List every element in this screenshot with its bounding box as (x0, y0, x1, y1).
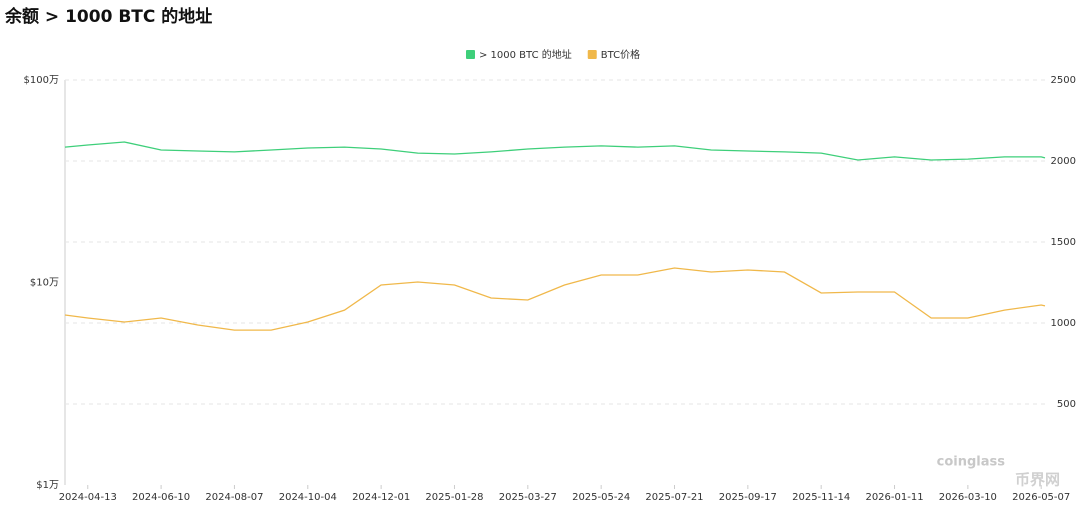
x-tick-label: 2024-06-10 (132, 492, 190, 503)
watermark: coinglass (937, 455, 1006, 470)
series-line (64, 267, 1046, 331)
x-tick-label: 2026-01-11 (865, 492, 923, 503)
x-tick-label: 2025-09-17 (719, 492, 777, 503)
x-tick-label: 2025-03-27 (499, 492, 557, 503)
legend-swatch (466, 50, 475, 59)
y2-tick-label: 2500 (1051, 75, 1076, 86)
x-tick-label: 2024-08-07 (205, 492, 263, 503)
x-tick-label: 2025-11-14 (792, 492, 850, 503)
x-tick-label: 2025-01-28 (425, 492, 483, 503)
y2-tick-label: 1000 (1051, 318, 1076, 329)
y-tick-label: $100万 (24, 75, 59, 86)
y2-tick-label: 2000 (1051, 156, 1076, 167)
watermark: 币界网 (1015, 471, 1060, 489)
x-tick-label: 2024-04-13 (59, 492, 117, 503)
x-tick-label: 2025-07-21 (645, 492, 703, 503)
x-tick-label: 2026-03-10 (939, 492, 997, 503)
y-tick-label: $10万 (30, 278, 59, 289)
legend-swatch (587, 50, 597, 59)
chart-title: 余额 > 1000 BTC 的地址 (4, 6, 212, 27)
y2-tick-label: 500 (1057, 399, 1076, 410)
series-line (64, 141, 1046, 161)
legend-label: BTC价格 (601, 48, 640, 61)
x-tick-label: 2024-12-01 (352, 492, 410, 503)
y2-tick-label: 1500 (1051, 237, 1076, 248)
x-tick-label: 2026-05-07 (1012, 492, 1070, 503)
legend-label: > 1000 BTC 的地址 (479, 48, 572, 61)
y-tick-label: $1万 (36, 480, 59, 491)
x-tick-label: 2024-10-04 (279, 492, 337, 503)
x-tick-label: 2025-05-24 (572, 492, 630, 503)
